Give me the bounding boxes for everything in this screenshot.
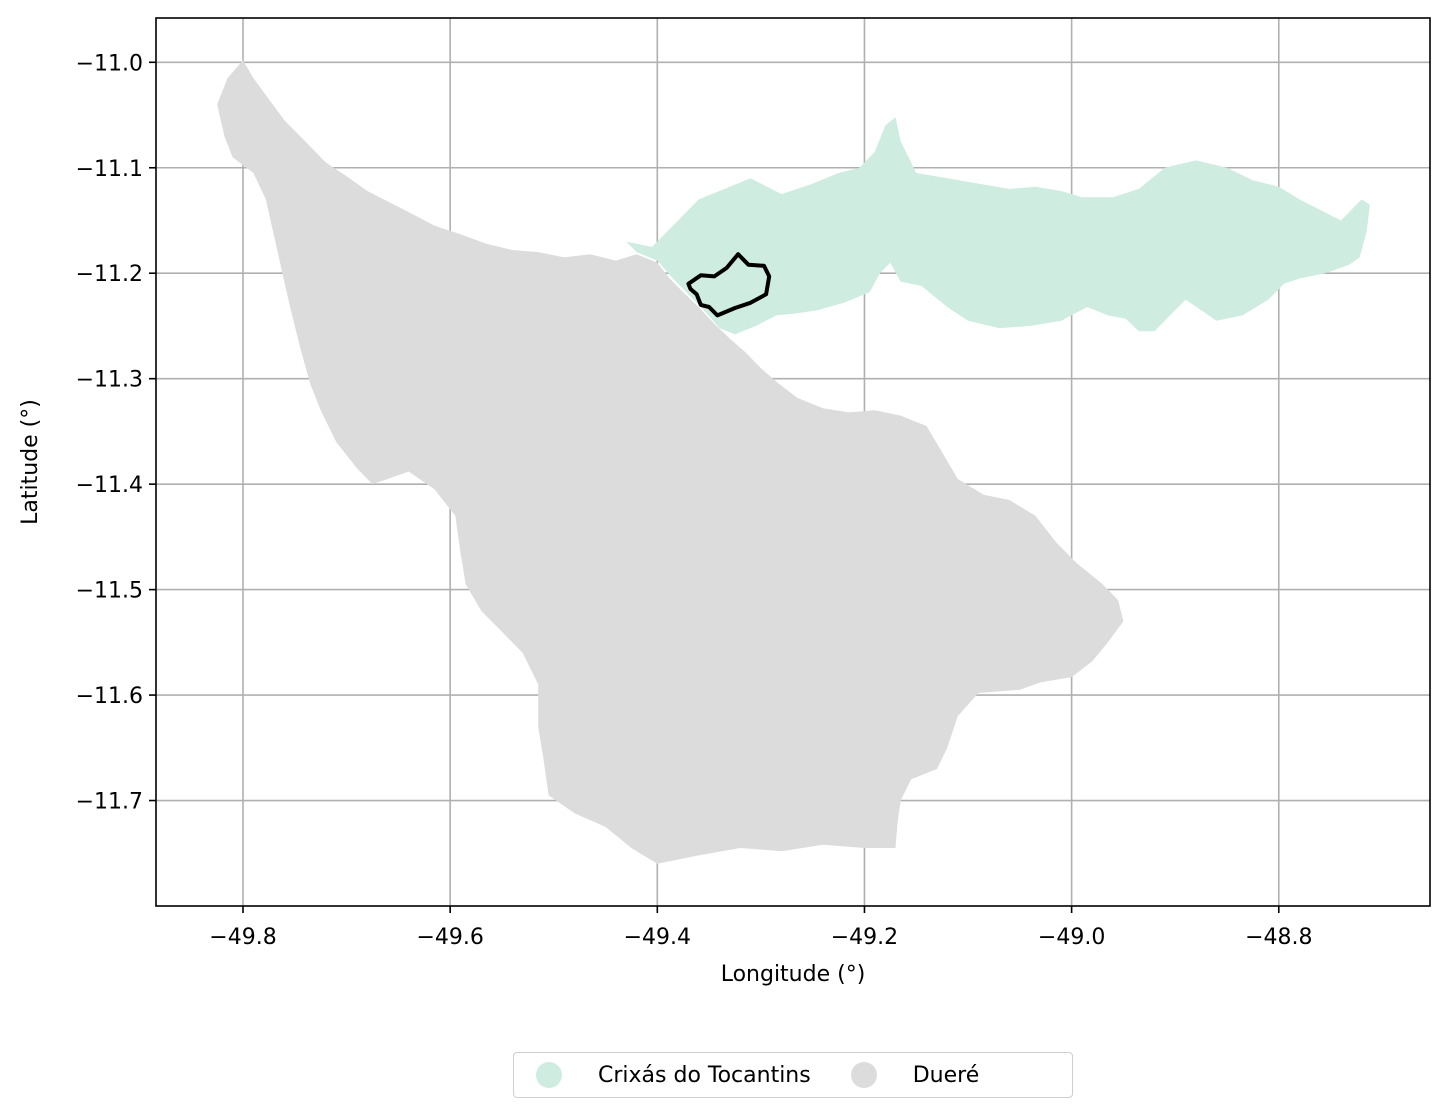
x-axis-label: Longitude (°) [721, 962, 866, 987]
region-polygons [217, 60, 1370, 864]
y-axis-label: Latitude (°) [18, 399, 43, 525]
x-tick-label: −48.8 [1245, 925, 1312, 950]
y-tick-label: −11.5 [76, 579, 143, 604]
y-tick-label: −11.7 [76, 790, 143, 815]
legend-item-duere: Dueré [850, 1062, 980, 1088]
x-tick-label: −49.0 [1038, 925, 1105, 950]
y-tick-label: −11.4 [76, 473, 143, 498]
y-tick-label: −11.1 [76, 157, 143, 182]
x-tick-label: −49.6 [416, 925, 483, 950]
x-tick-label: −49.4 [624, 925, 691, 950]
y-tick-label: −11.6 [76, 684, 143, 709]
legend-label-crixas: Crixás do Tocantins [598, 1062, 811, 1088]
legend-item-crixas: Crixás do Tocantins [536, 1062, 811, 1088]
x-tick-label: −49.8 [209, 925, 276, 950]
legend: Crixás do Tocantins Dueré [513, 1052, 1073, 1098]
highlight-outline [686, 252, 772, 318]
y-tick-label: −11.0 [76, 51, 143, 76]
region-crixas-do-tocantins [626, 117, 1370, 335]
highlight-outline-layer [686, 252, 772, 318]
legend-marker-duere [850, 1062, 877, 1088]
legend-marker-crixas [536, 1062, 562, 1088]
y-tick-label: −11.2 [76, 262, 143, 287]
region-duere [217, 60, 1124, 864]
legend-label-duere: Dueré [912, 1062, 980, 1088]
x-tick-label: −49.2 [831, 925, 898, 950]
y-tick-label: −11.3 [76, 368, 143, 393]
plot-area-frame [155, 17, 1431, 907]
axis-ticks: −49.8 −49.6 −49.4 −49.2 −49.0 −48.8 −11.0 −11.1… [76, 51, 1313, 950]
